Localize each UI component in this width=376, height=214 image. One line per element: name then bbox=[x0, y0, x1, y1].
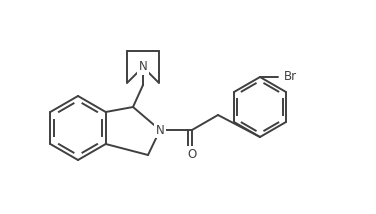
Text: Br: Br bbox=[284, 70, 297, 83]
Text: O: O bbox=[187, 147, 197, 160]
Text: N: N bbox=[156, 123, 164, 137]
Text: N: N bbox=[139, 61, 147, 73]
